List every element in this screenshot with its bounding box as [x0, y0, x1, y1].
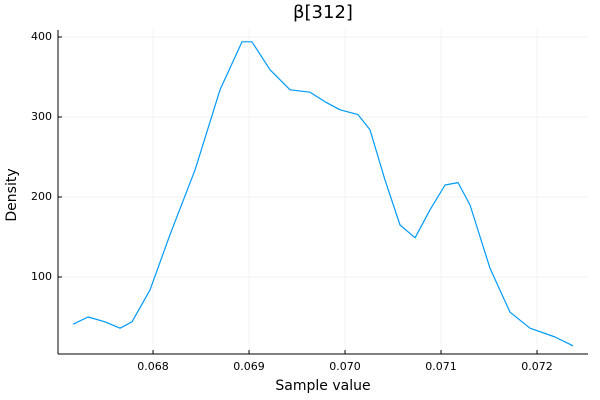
y-tick-label: 200 [31, 190, 52, 203]
y-axis-label: Density [4, 168, 20, 221]
density-line [72, 41, 574, 347]
x-tick-label: 0.069 [233, 360, 265, 373]
y-tick-label: 300 [31, 110, 52, 123]
y-tick-label: 400 [31, 30, 52, 43]
x-tick-label: 0.068 [137, 360, 169, 373]
x-tick-label: 0.070 [329, 360, 361, 373]
chart-title: β[312] [293, 2, 353, 23]
y-tick-label: 100 [31, 270, 52, 283]
x-axis-label: Sample value [275, 378, 370, 394]
x-tick-label: 0.072 [521, 360, 553, 373]
x-tick-label: 0.071 [425, 360, 457, 373]
